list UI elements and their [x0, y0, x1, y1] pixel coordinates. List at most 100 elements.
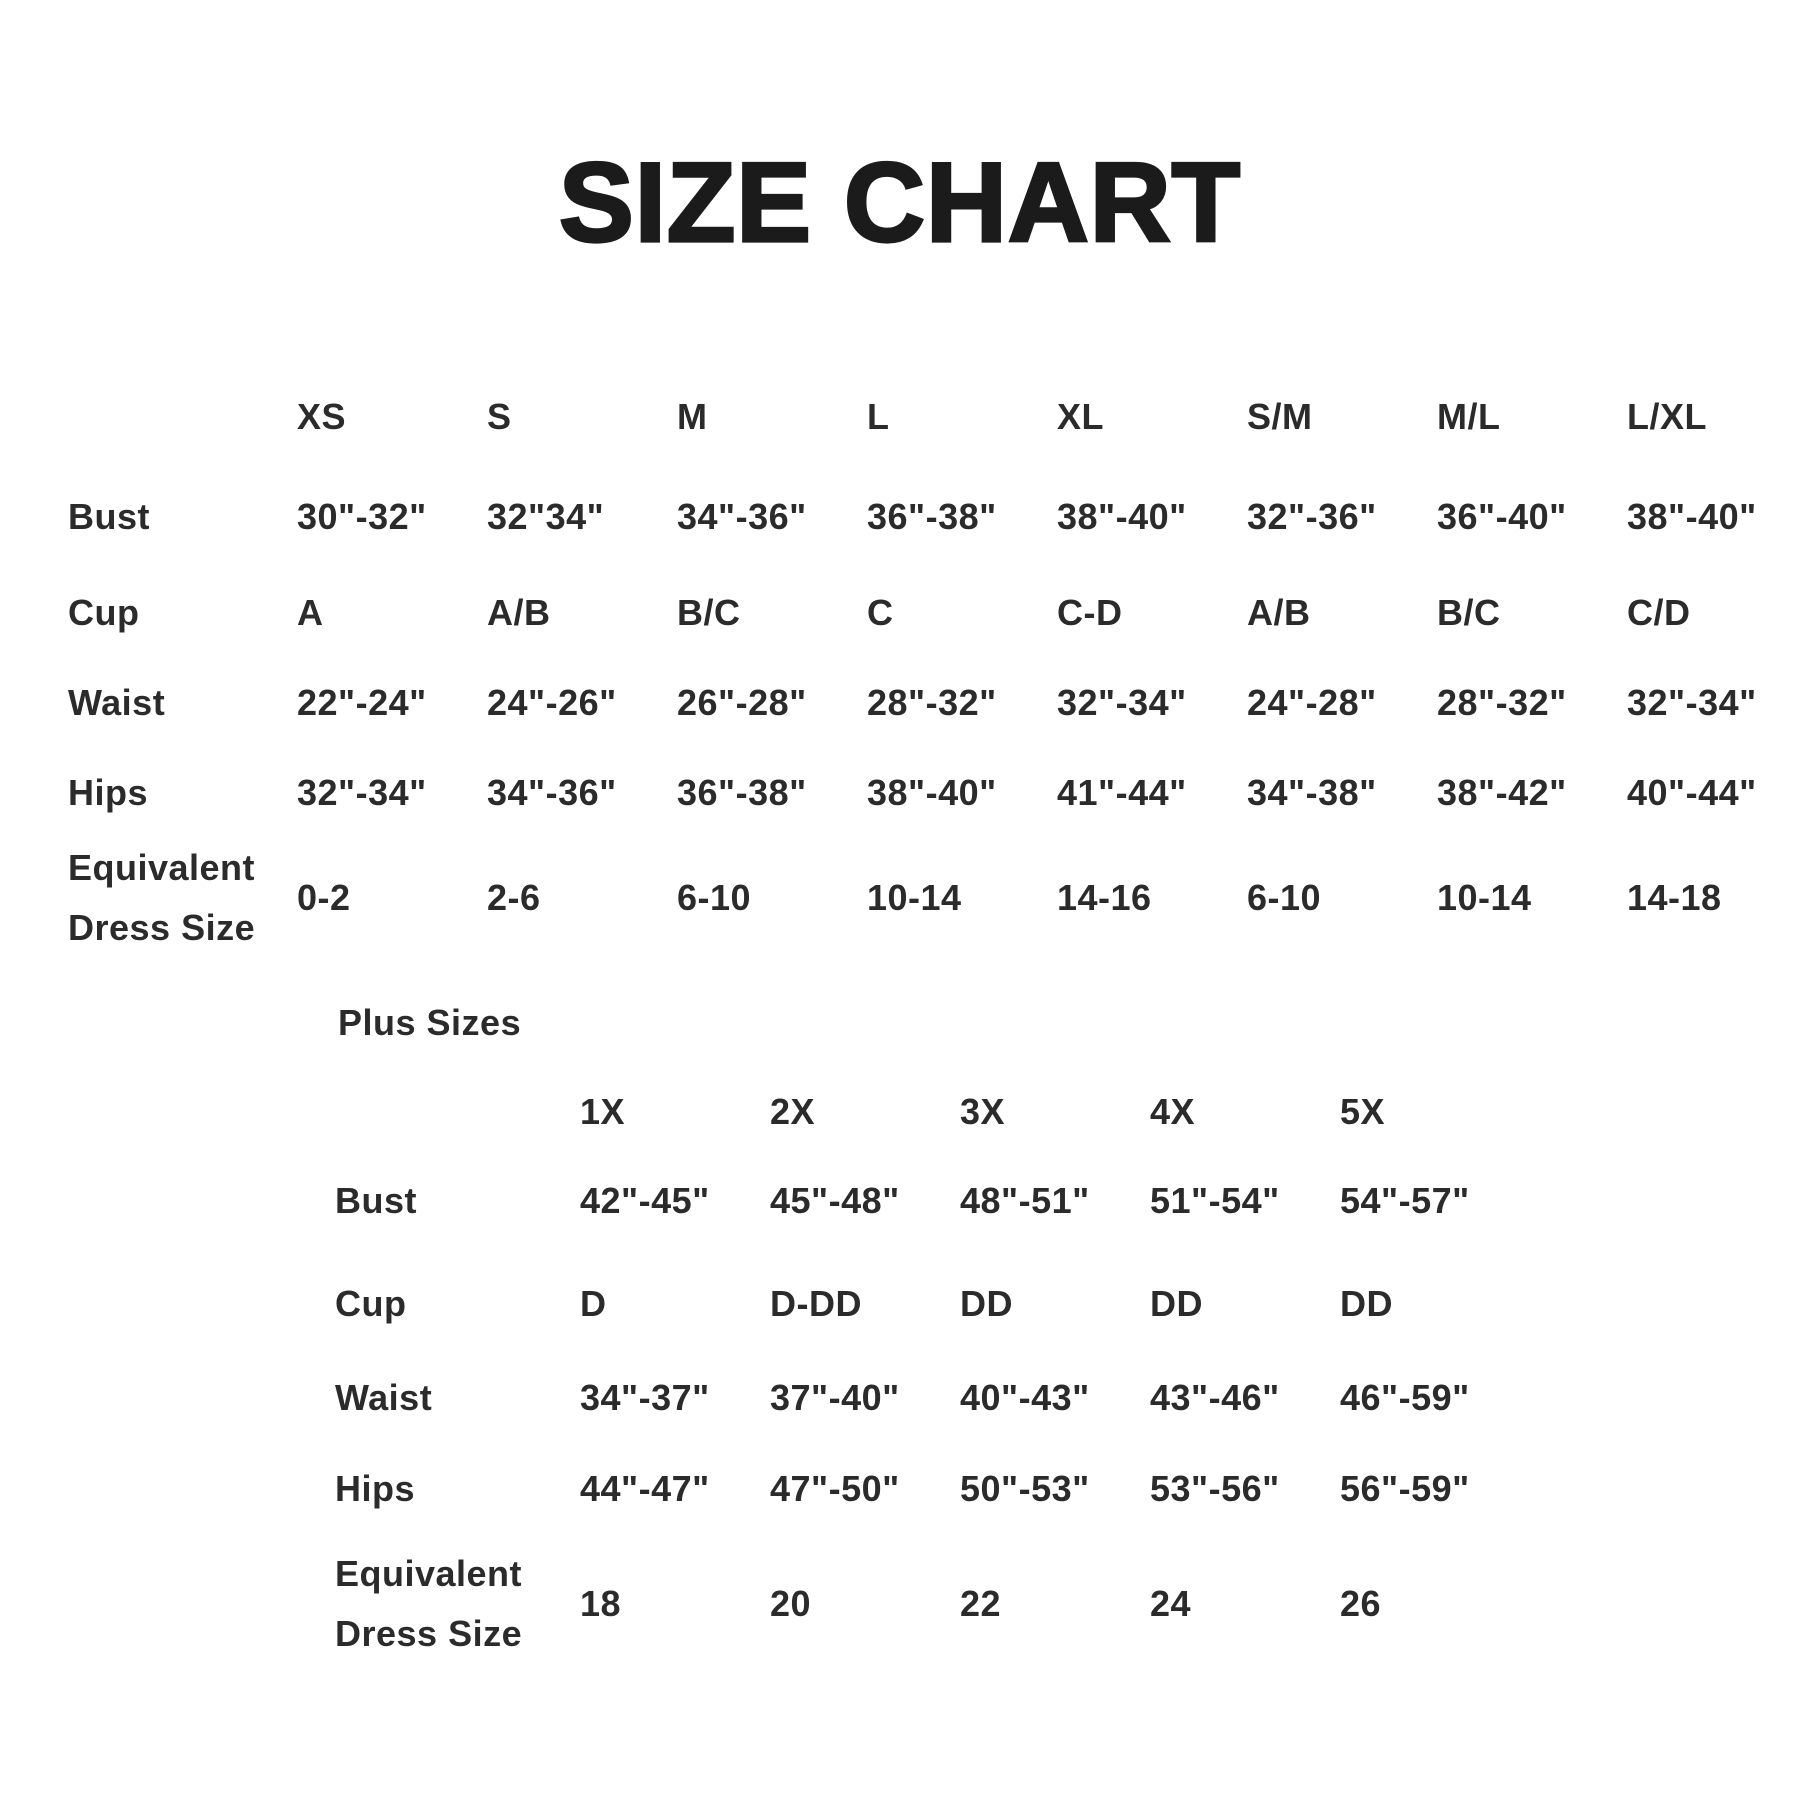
size-value-cell: 32"-34" [1627, 682, 1757, 723]
size-value-cell: 38"-40" [867, 772, 997, 813]
row-label-line: Waist [335, 1376, 433, 1418]
column-header: L [867, 396, 890, 437]
column-header: L/XL [1627, 396, 1707, 437]
size-value-cell: 28"-32" [1437, 682, 1567, 723]
row-label: Waist [68, 658, 297, 748]
row-label-line: Equivalent [68, 847, 256, 888]
column-header: S/M [1247, 396, 1313, 437]
size-value-cell: 48"-51" [960, 1180, 1090, 1221]
plus-sizes-table: 1X 2X 3X 4X 5X Bust 42"-45" 45"-48" 48"-51" 51"-5… [335, 1078, 1530, 1674]
row-label-line: Dress Size [335, 1613, 523, 1654]
size-value-cell: 14-16 [1057, 877, 1152, 918]
size-value-cell: 56"-59" [1340, 1468, 1470, 1509]
size-value-cell: D-DD [770, 1282, 862, 1324]
size-value-cell: 32"-34" [1057, 682, 1187, 723]
size-value-cell: 26 [1340, 1583, 1382, 1624]
size-value-cell: 24"-28" [1247, 682, 1377, 723]
size-value-cell: 32"34" [487, 496, 605, 537]
size-value-cell: 20 [770, 1583, 812, 1624]
row-label-line: Hips [335, 1468, 416, 1509]
size-value-cell: 38"-42" [1437, 772, 1567, 813]
size-value-cell: 36"-40" [1437, 496, 1567, 537]
size-value-cell: 22"-24" [297, 682, 427, 723]
size-value-cell: 34"-37" [580, 1376, 710, 1418]
size-value-cell: 10-14 [1437, 877, 1532, 918]
size-value-cell: 18 [580, 1583, 622, 1624]
row-label: Equivalent Dress Size [68, 838, 297, 958]
row-label: Hips [68, 748, 297, 838]
column-header: 4X [1150, 1091, 1196, 1132]
size-value-cell: 32"-36" [1247, 496, 1377, 537]
row-label-line: Equivalent [335, 1553, 523, 1594]
size-value-cell: 6-10 [677, 877, 752, 918]
plus-sizes-section-label: Plus Sizes [338, 1002, 522, 1043]
size-value-cell: 28"-32" [867, 682, 997, 723]
column-header: M/L [1437, 396, 1501, 437]
size-value-cell: 26"-28" [677, 682, 807, 723]
size-value-cell: 38"-40" [1627, 496, 1757, 537]
size-value-cell: 40"-43" [960, 1376, 1090, 1418]
page-title: SIZE CHART [557, 138, 1241, 266]
row-label-line: Hips [68, 772, 149, 813]
table-corner-cell [68, 368, 297, 466]
size-value-cell: A/B [1247, 592, 1311, 633]
size-value-cell: DD [1340, 1282, 1393, 1324]
table-corner-cell [335, 1078, 580, 1146]
column-header: XS [297, 396, 347, 437]
row-label-line: Bust [68, 496, 150, 537]
column-header: S [487, 396, 512, 437]
size-value-cell: C-D [1057, 592, 1123, 633]
row-label-line: Cup [335, 1282, 407, 1324]
size-value-cell: 41"-44" [1057, 772, 1187, 813]
size-value-cell: DD [1150, 1282, 1203, 1324]
size-value-cell: 38"-40" [1057, 496, 1187, 537]
size-value-cell: 54"-57" [1340, 1180, 1470, 1221]
row-label-line: Waist [68, 682, 166, 723]
row-label-line: Dress Size [68, 907, 256, 948]
size-value-cell: DD [960, 1282, 1013, 1324]
size-value-cell: 30"-32" [297, 496, 427, 537]
row-label: Hips [335, 1444, 580, 1534]
size-value-cell: 34"-36" [677, 496, 807, 537]
size-value-cell: 32"-34" [297, 772, 427, 813]
size-value-cell: B/C [677, 592, 741, 633]
size-value-cell: 50"-53" [960, 1468, 1090, 1509]
size-value-cell: 24"-26" [487, 682, 617, 723]
size-value-cell: 44"-47" [580, 1468, 710, 1509]
column-header: 1X [580, 1091, 626, 1132]
size-value-cell: 42"-45" [580, 1180, 710, 1221]
row-label: Bust [68, 466, 297, 568]
size-value-cell: 36"-38" [677, 772, 807, 813]
size-value-cell: 10-14 [867, 877, 962, 918]
size-value-cell: 22 [960, 1583, 1002, 1624]
size-value-cell: 45"-48" [770, 1180, 900, 1221]
size-value-cell: 40"-44" [1627, 772, 1757, 813]
size-value-cell: 0-2 [297, 877, 351, 918]
size-value-cell: 2-6 [487, 877, 541, 918]
size-value-cell: A [297, 592, 324, 633]
column-header: M [677, 396, 708, 437]
row-label: Bust [335, 1146, 580, 1256]
size-value-cell: 51"-54" [1150, 1180, 1280, 1221]
size-value-cell: 6-10 [1247, 877, 1322, 918]
row-label: Cup [335, 1256, 580, 1351]
size-value-cell: D [580, 1282, 607, 1324]
size-value-cell: 53"-56" [1150, 1468, 1280, 1509]
column-header: XL [1057, 396, 1105, 437]
column-header: 3X [960, 1091, 1006, 1132]
row-label-line: Bust [335, 1180, 417, 1221]
row-label: Cup [68, 568, 297, 658]
size-value-cell: B/C [1437, 592, 1501, 633]
size-value-cell: A/B [487, 592, 551, 633]
column-header: 2X [770, 1091, 816, 1132]
row-label-line: Cup [68, 592, 140, 633]
size-value-cell: C [867, 592, 894, 633]
size-value-cell: 46"-59" [1340, 1376, 1470, 1418]
size-value-cell: 14-18 [1627, 877, 1722, 918]
size-value-cell: 36"-38" [867, 496, 997, 537]
size-value-cell: 47"-50" [770, 1468, 900, 1509]
size-value-cell: 37"-40" [770, 1376, 900, 1418]
row-label: Waist [335, 1351, 580, 1444]
size-value-cell: 24 [1150, 1583, 1192, 1624]
column-header: 5X [1340, 1091, 1386, 1132]
